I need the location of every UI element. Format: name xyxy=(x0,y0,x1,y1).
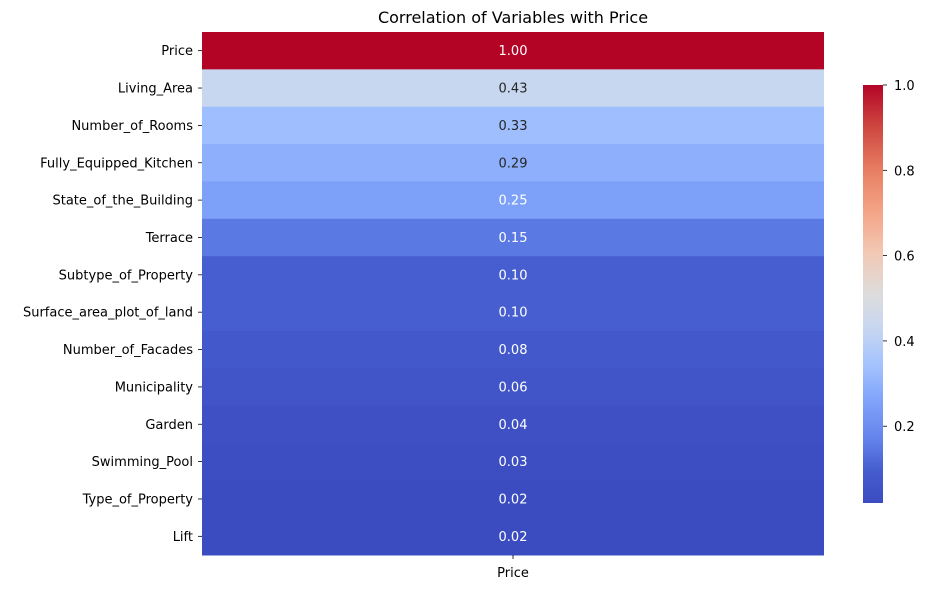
row-label: Garden xyxy=(145,418,193,433)
cell-value-label: 0.04 xyxy=(499,418,528,433)
heatmap-cell xyxy=(202,144,824,182)
row-label: Type_of_Property xyxy=(82,492,194,507)
row-label: Fully_Equipped_Kitchen xyxy=(40,156,193,171)
colorbar-tick-label: 1.0 xyxy=(894,79,915,94)
heatmap-cell xyxy=(202,69,824,108)
heatmap-cell xyxy=(202,32,824,70)
row-label: Municipality xyxy=(115,380,194,395)
row-label: Number_of_Facades xyxy=(63,343,193,358)
heatmap-cell xyxy=(202,405,824,444)
heatmap-cell xyxy=(202,480,824,519)
row-label: Price xyxy=(161,44,193,59)
row-label: Number_of_Rooms xyxy=(71,119,193,134)
row-label: Subtype_of_Property xyxy=(59,268,194,283)
colorbar: 0.2 0.4 0.6 0.8 1.0 xyxy=(863,79,915,503)
colorbar-tick-label: 0.4 xyxy=(894,335,915,350)
cell-value-label: 0.15 xyxy=(499,231,528,246)
row-label: Swimming_Pool xyxy=(92,455,193,470)
cell-value-label: 0.03 xyxy=(499,455,528,470)
cell-value-label: 0.25 xyxy=(499,194,528,209)
cell-value-label: 0.43 xyxy=(499,82,528,97)
heatmap-cell xyxy=(202,181,824,220)
colorbar-tick-label: 0.2 xyxy=(894,420,915,435)
cell-value-label: 0.10 xyxy=(499,268,528,283)
heatmap-cell xyxy=(202,368,824,407)
heatmap-cell xyxy=(202,106,824,145)
heatmap-cell xyxy=(202,330,824,369)
cell-value-label: 0.33 xyxy=(499,119,528,134)
row-label: Lift xyxy=(173,530,193,545)
cell-value-label: 1.00 xyxy=(499,44,528,59)
cell-value-label: 0.02 xyxy=(499,530,528,545)
row-label: State_of_the_Building xyxy=(52,194,193,209)
colorbar-gradient xyxy=(863,85,883,503)
colorbar-tick-label: 0.6 xyxy=(894,250,915,265)
row-labels: Price Living_Area Number_of_Rooms Fully_Equ… xyxy=(23,44,202,545)
chart-title: Correlation of Variables with Price xyxy=(378,8,648,27)
column-labels: Price xyxy=(497,555,529,581)
heatmap-cell xyxy=(202,517,824,556)
cell-value-label: 0.02 xyxy=(499,492,528,507)
row-label: Terrace xyxy=(145,231,193,246)
heatmap-cell xyxy=(202,442,824,481)
heatmap-cell xyxy=(202,293,824,332)
row-label: Surface_area_plot_of_land xyxy=(23,306,193,321)
colorbar-tick-label: 0.8 xyxy=(894,164,915,179)
heatmap-cell xyxy=(202,218,824,257)
cell-value-label: 0.08 xyxy=(499,343,528,358)
cell-value-label: 0.06 xyxy=(499,380,528,395)
column-label: Price xyxy=(497,566,529,581)
row-label: Living_Area xyxy=(118,82,193,97)
cell-value-label: 0.29 xyxy=(499,156,528,171)
heatmap-cell xyxy=(202,256,824,294)
heatmap-cells: 1.00 0.43 0.33 0.29 0.25 0.15 0.10 0.10 0.08 0.06… xyxy=(202,32,824,556)
cell-value-label: 0.10 xyxy=(499,306,528,321)
